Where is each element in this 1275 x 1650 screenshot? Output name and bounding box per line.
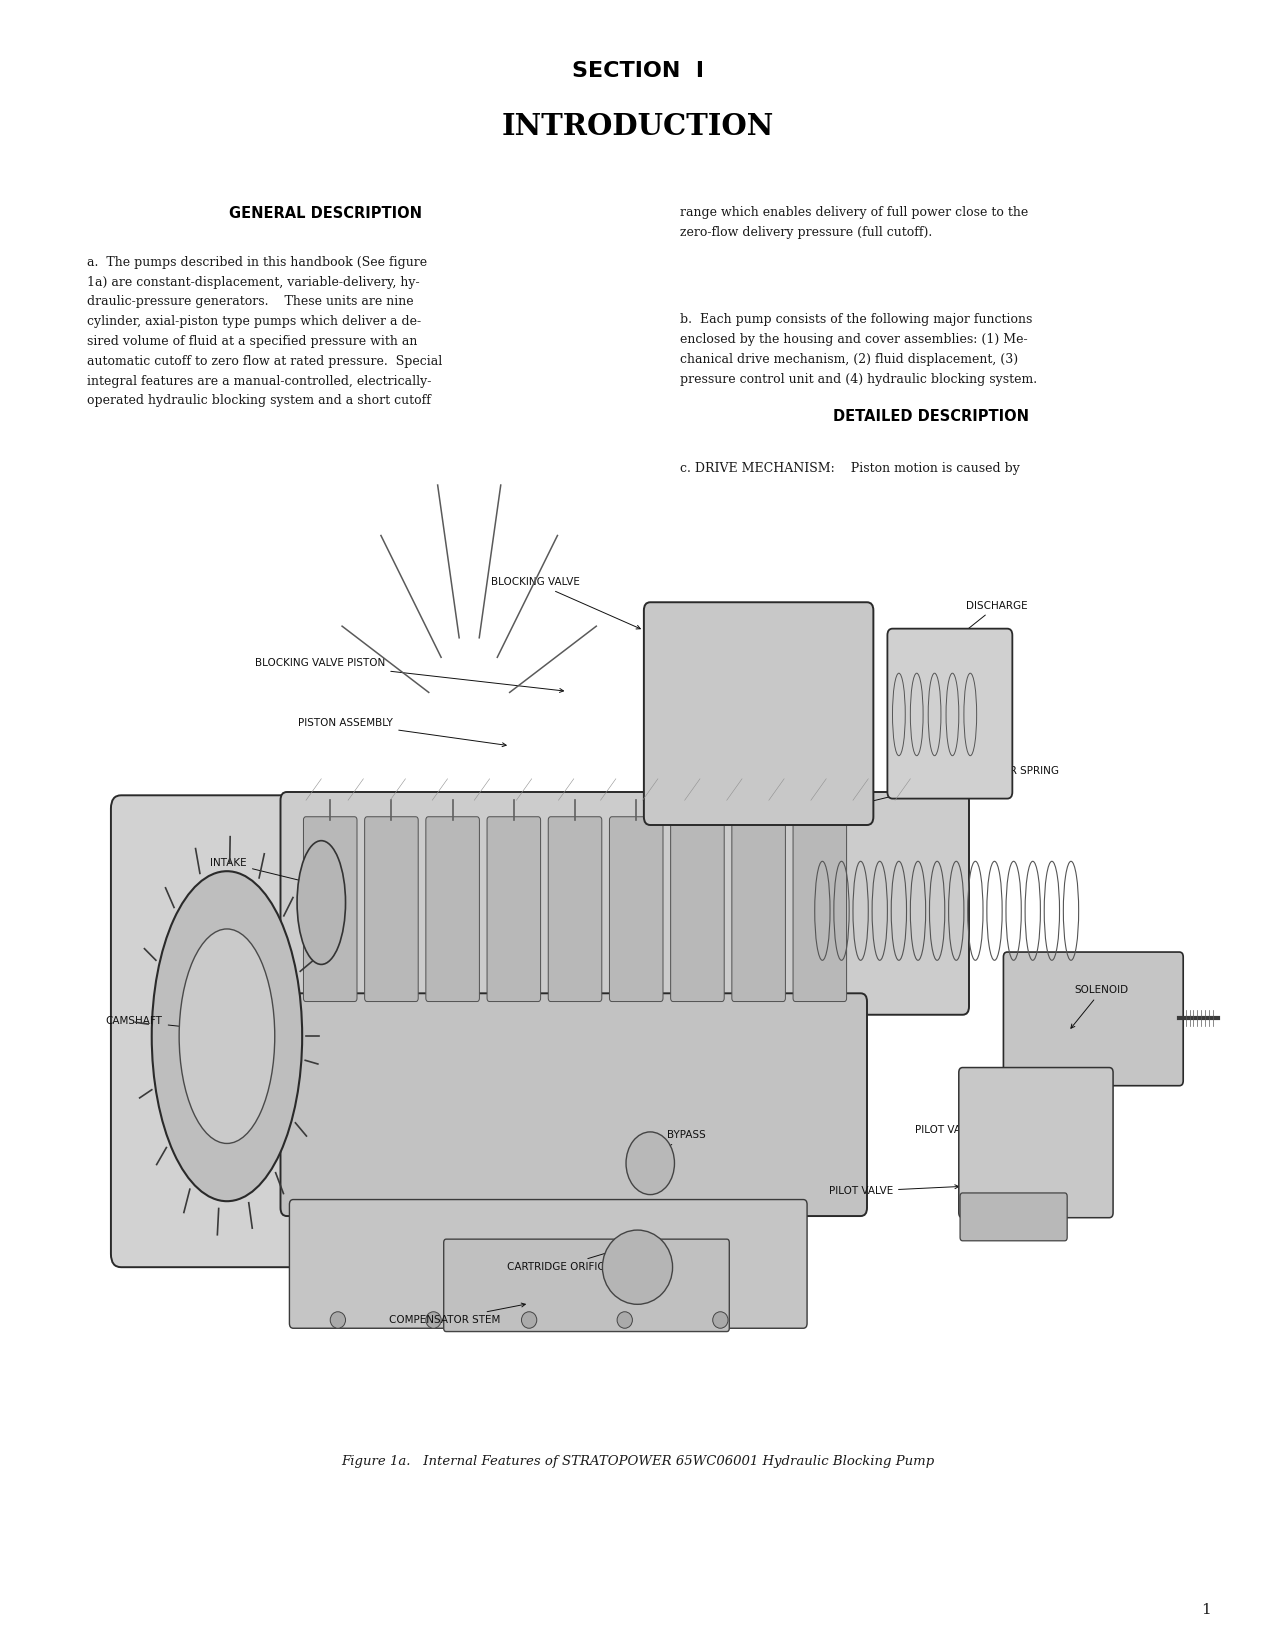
Text: b.  Each pump consists of the following major functions
enclosed by the housing : b. Each pump consists of the following m…	[680, 314, 1037, 386]
FancyBboxPatch shape	[444, 1239, 729, 1332]
Ellipse shape	[626, 1132, 674, 1195]
Text: BLOCKING VALVE: BLOCKING VALVE	[491, 578, 640, 629]
Ellipse shape	[297, 840, 346, 964]
FancyBboxPatch shape	[487, 817, 541, 1002]
Text: PISTON ASSEMBLY: PISTON ASSEMBLY	[298, 718, 506, 747]
Text: INTRODUCTION: INTRODUCTION	[501, 112, 774, 142]
Text: PILOT VALVE: PILOT VALVE	[829, 1185, 959, 1196]
FancyBboxPatch shape	[303, 817, 357, 1002]
Text: range which enables delivery of full power close to the
zero-flow delivery press: range which enables delivery of full pow…	[680, 206, 1028, 239]
Text: Figure 1a.   Internal Features of STRATOPOWER 65WC06001 Hydraulic Blocking Pump: Figure 1a. Internal Features of STRATOPO…	[340, 1455, 935, 1468]
FancyBboxPatch shape	[671, 817, 724, 1002]
Text: PILOT VALVE SLEEVE: PILOT VALVE SLEEVE	[915, 1125, 1023, 1135]
Ellipse shape	[713, 1312, 728, 1328]
Text: SECTION  I: SECTION I	[571, 61, 704, 81]
Text: c. DRIVE MECHANISM:    Piston motion is caused by: c. DRIVE MECHANISM: Piston motion is cau…	[680, 462, 1020, 475]
FancyBboxPatch shape	[289, 1200, 807, 1328]
Text: COMPENSATOR STEM: COMPENSATOR STEM	[389, 1304, 525, 1325]
Ellipse shape	[330, 1312, 346, 1328]
FancyBboxPatch shape	[887, 629, 1012, 799]
Text: CARTRIDGE ORIFICE: CARTRIDGE ORIFICE	[507, 1247, 621, 1272]
FancyBboxPatch shape	[793, 817, 847, 1002]
Ellipse shape	[426, 1312, 441, 1328]
Text: COMPENSATOR SPRING: COMPENSATOR SPRING	[845, 766, 1060, 808]
Ellipse shape	[617, 1312, 632, 1328]
FancyBboxPatch shape	[548, 817, 602, 1002]
Text: BYPASS: BYPASS	[654, 1130, 705, 1157]
Text: DISCHARGE: DISCHARGE	[946, 601, 1028, 647]
Text: DETAILED DESCRIPTION: DETAILED DESCRIPTION	[833, 409, 1029, 424]
Text: GENERAL DESCRIPTION: GENERAL DESCRIPTION	[228, 206, 422, 221]
FancyBboxPatch shape	[365, 817, 418, 1002]
Text: INTAKE: INTAKE	[210, 858, 312, 884]
FancyBboxPatch shape	[609, 817, 663, 1002]
Ellipse shape	[179, 929, 274, 1143]
FancyBboxPatch shape	[426, 817, 479, 1002]
Ellipse shape	[602, 1231, 673, 1304]
FancyBboxPatch shape	[959, 1068, 1113, 1218]
FancyBboxPatch shape	[111, 795, 329, 1267]
Text: SOLENOID: SOLENOID	[1071, 985, 1128, 1028]
FancyBboxPatch shape	[280, 993, 867, 1216]
Text: a.  The pumps described in this handbook (See figure
1a) are constant-displaceme: a. The pumps described in this handbook …	[87, 256, 442, 408]
FancyBboxPatch shape	[960, 1193, 1067, 1241]
Text: BLOCKING VALVE PISTON: BLOCKING VALVE PISTON	[255, 658, 564, 693]
Text: 1: 1	[1201, 1604, 1211, 1617]
Ellipse shape	[521, 1312, 537, 1328]
FancyBboxPatch shape	[644, 602, 873, 825]
Ellipse shape	[152, 871, 302, 1201]
FancyBboxPatch shape	[280, 792, 969, 1015]
FancyBboxPatch shape	[1003, 952, 1183, 1086]
FancyBboxPatch shape	[732, 817, 785, 1002]
Text: CAMSHAFT: CAMSHAFT	[106, 1016, 207, 1031]
